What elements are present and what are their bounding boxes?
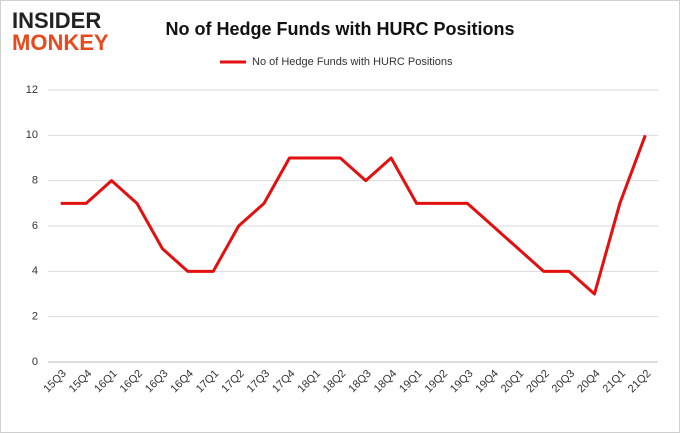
brand-line2: MONKEY bbox=[12, 30, 109, 55]
y-tick-label: 10 bbox=[26, 129, 38, 141]
legend-label: No of Hedge Funds with HURC Positions bbox=[252, 56, 453, 68]
y-tick-label: 12 bbox=[26, 84, 38, 96]
y-tick-label: 8 bbox=[32, 175, 38, 187]
brand-line1: INSIDER bbox=[12, 8, 101, 33]
y-tick-label: 4 bbox=[32, 265, 38, 277]
y-tick-label: 2 bbox=[32, 311, 38, 323]
y-tick-label: 0 bbox=[32, 356, 38, 368]
data-line bbox=[60, 134, 647, 296]
chart-title: No of Hedge Funds with HURC Positions bbox=[166, 19, 515, 39]
y-tick-label: 6 bbox=[32, 220, 38, 232]
